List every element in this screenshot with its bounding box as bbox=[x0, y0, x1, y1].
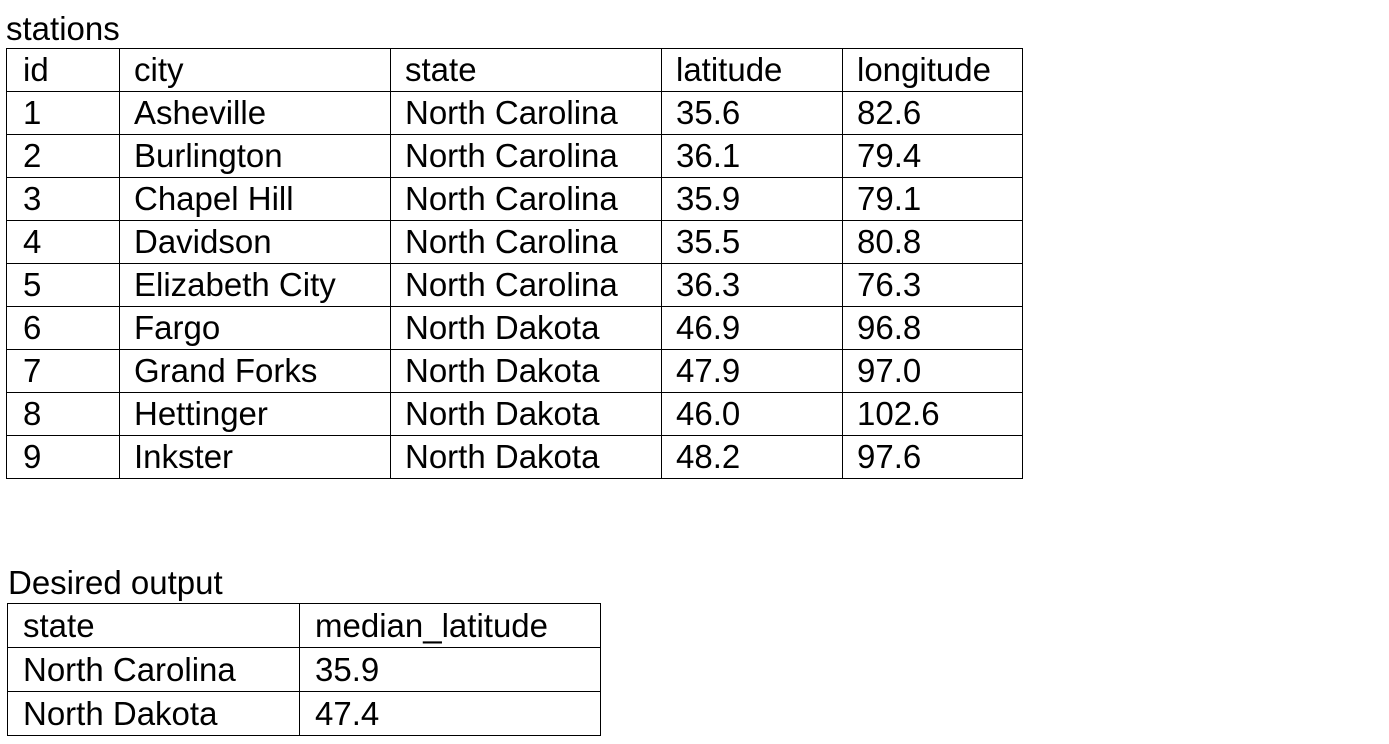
table-header-row: id city state latitude longitude bbox=[6, 48, 1023, 92]
cell-state: North Dakota bbox=[390, 392, 662, 436]
column-header-state: state bbox=[7, 603, 300, 648]
cell-city: Davidson bbox=[119, 220, 391, 264]
table-row: 5 Elizabeth City North Carolina 36.3 76.… bbox=[6, 263, 1023, 307]
cell-state: North Dakota bbox=[390, 435, 662, 479]
cell-state: North Dakota bbox=[390, 306, 662, 350]
desired-output-caption: Desired output bbox=[8, 564, 223, 601]
table-row: North Dakota 47.4 bbox=[7, 691, 601, 736]
table-row: 1 Asheville North Carolina 35.6 82.6 bbox=[6, 91, 1023, 135]
column-header-id: id bbox=[6, 48, 120, 92]
cell-latitude: 46.0 bbox=[661, 392, 843, 436]
cell-state: North Carolina bbox=[390, 177, 662, 221]
cell-city: Fargo bbox=[119, 306, 391, 350]
cell-longitude: 97.0 bbox=[842, 349, 1023, 393]
desired-output-table: state median_latitude North Carolina 35.… bbox=[7, 603, 601, 736]
cell-longitude: 97.6 bbox=[842, 435, 1023, 479]
column-header-latitude: latitude bbox=[661, 48, 843, 92]
cell-city: Elizabeth City bbox=[119, 263, 391, 307]
cell-latitude: 36.1 bbox=[661, 134, 843, 178]
cell-id: 5 bbox=[6, 263, 120, 307]
cell-longitude: 102.6 bbox=[842, 392, 1023, 436]
cell-latitude: 35.9 bbox=[661, 177, 843, 221]
cell-state: North Carolina bbox=[390, 134, 662, 178]
cell-longitude: 96.8 bbox=[842, 306, 1023, 350]
stations-table-caption: stations bbox=[6, 10, 120, 47]
cell-latitude: 35.5 bbox=[661, 220, 843, 264]
cell-id: 3 bbox=[6, 177, 120, 221]
cell-id: 8 bbox=[6, 392, 120, 436]
stations-table: id city state latitude longitude 1 Ashev… bbox=[6, 48, 1023, 479]
table-row: 8 Hettinger North Dakota 46.0 102.6 bbox=[6, 392, 1023, 436]
cell-id: 6 bbox=[6, 306, 120, 350]
cell-city: Asheville bbox=[119, 91, 391, 135]
table-row: 9 Inkster North Dakota 48.2 97.6 bbox=[6, 435, 1023, 479]
column-header-city: city bbox=[119, 48, 391, 92]
cell-latitude: 46.9 bbox=[661, 306, 843, 350]
cell-state: North Carolina bbox=[7, 647, 300, 692]
cell-id: 1 bbox=[6, 91, 120, 135]
cell-state: North Carolina bbox=[390, 220, 662, 264]
cell-latitude: 47.9 bbox=[661, 349, 843, 393]
cell-id: 7 bbox=[6, 349, 120, 393]
cell-latitude: 48.2 bbox=[661, 435, 843, 479]
cell-state: North Carolina bbox=[390, 91, 662, 135]
table-row: 3 Chapel Hill North Carolina 35.9 79.1 bbox=[6, 177, 1023, 221]
cell-latitude: 36.3 bbox=[661, 263, 843, 307]
cell-longitude: 79.4 bbox=[842, 134, 1023, 178]
column-header-state: state bbox=[390, 48, 662, 92]
cell-city: Inkster bbox=[119, 435, 391, 479]
cell-id: 9 bbox=[6, 435, 120, 479]
table-row: 6 Fargo North Dakota 46.9 96.8 bbox=[6, 306, 1023, 350]
column-header-median-latitude: median_latitude bbox=[299, 603, 601, 648]
table-header-row: state median_latitude bbox=[7, 603, 601, 648]
cell-city: Grand Forks bbox=[119, 349, 391, 393]
cell-state: North Carolina bbox=[390, 263, 662, 307]
cell-city: Hettinger bbox=[119, 392, 391, 436]
cell-latitude: 35.6 bbox=[661, 91, 843, 135]
cell-id: 2 bbox=[6, 134, 120, 178]
cell-state: North Dakota bbox=[7, 691, 300, 736]
table-row: 2 Burlington North Carolina 36.1 79.4 bbox=[6, 134, 1023, 178]
table-row: North Carolina 35.9 bbox=[7, 647, 601, 692]
cell-city: Chapel Hill bbox=[119, 177, 391, 221]
cell-city: Burlington bbox=[119, 134, 391, 178]
cell-longitude: 76.3 bbox=[842, 263, 1023, 307]
cell-median-latitude: 47.4 bbox=[299, 691, 601, 736]
cell-longitude: 79.1 bbox=[842, 177, 1023, 221]
cell-state: North Dakota bbox=[390, 349, 662, 393]
table-row: 4 Davidson North Carolina 35.5 80.8 bbox=[6, 220, 1023, 264]
column-header-longitude: longitude bbox=[842, 48, 1023, 92]
cell-id: 4 bbox=[6, 220, 120, 264]
table-row: 7 Grand Forks North Dakota 47.9 97.0 bbox=[6, 349, 1023, 393]
cell-longitude: 82.6 bbox=[842, 91, 1023, 135]
cell-longitude: 80.8 bbox=[842, 220, 1023, 264]
cell-median-latitude: 35.9 bbox=[299, 647, 601, 692]
